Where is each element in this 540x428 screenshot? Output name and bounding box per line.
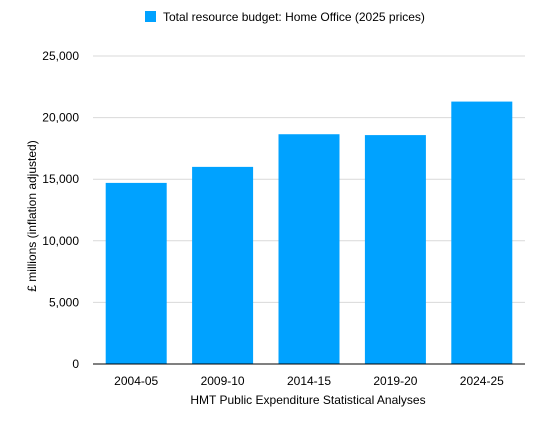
y-tick-label: 5,000: [49, 295, 79, 309]
x-axis-title: HMT Public Expenditure Statistical Analy…: [190, 393, 425, 407]
bar-2014-15: [278, 134, 340, 364]
y-axis-ticks: 0 5,000 10,000 15,000 20,000 25,000: [42, 49, 79, 371]
bar-2009-10: [192, 166, 254, 364]
x-tick-label: 2014-15: [287, 374, 331, 388]
x-tick-label: 2024-25: [460, 374, 504, 388]
x-tick-label: 2004-05: [114, 374, 158, 388]
y-axis-title: £ millions (inflation adjusted): [25, 140, 39, 291]
legend-swatch: [145, 11, 156, 22]
y-tick-label: 0: [72, 357, 79, 371]
y-tick-label: 15,000: [42, 172, 79, 186]
bar-2024-25: [451, 101, 513, 365]
x-tick-label: 2019-20: [373, 374, 417, 388]
bars: [105, 101, 513, 365]
legend-label: Total resource budget: Home Office (2025…: [163, 10, 425, 24]
bar-2004-05: [105, 182, 167, 364]
y-tick-label: 25,000: [42, 49, 79, 63]
x-tick-label: 2009-10: [201, 374, 245, 388]
y-tick-label: 20,000: [42, 111, 79, 125]
y-tick-label: 10,000: [42, 234, 79, 248]
bar-2019-20: [364, 135, 426, 364]
legend: Total resource budget: Home Office (2025…: [145, 10, 425, 24]
x-axis-ticks: 2004-05 2009-10 2014-15 2019-20 2024-25: [114, 374, 504, 388]
